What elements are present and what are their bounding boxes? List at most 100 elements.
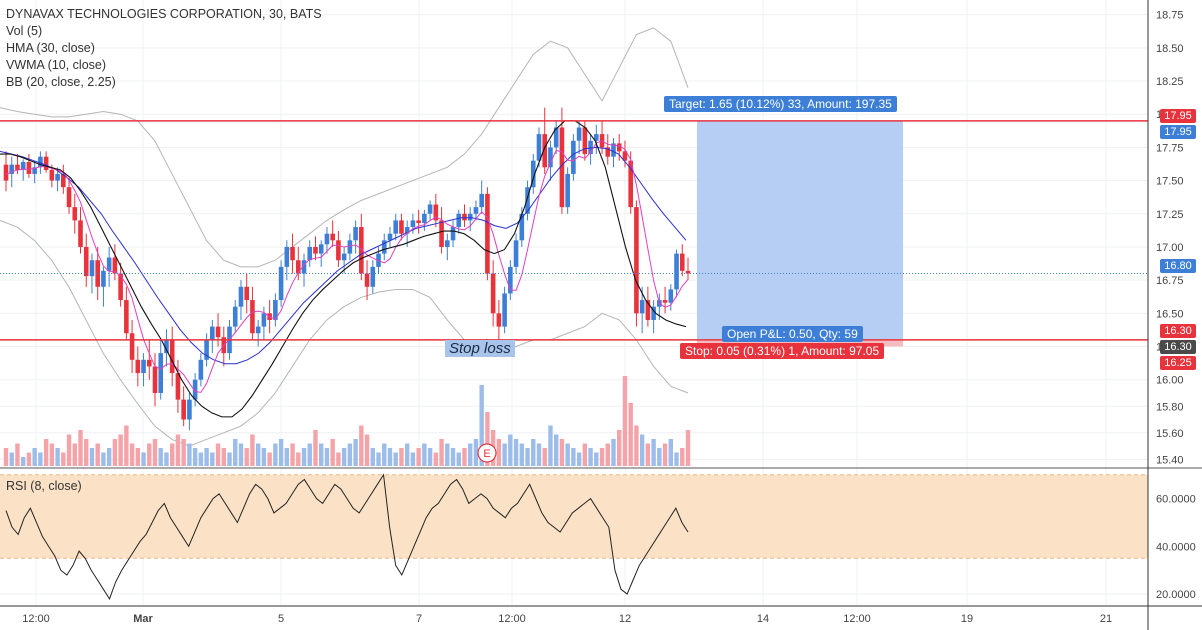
candle-body <box>634 207 639 314</box>
volume-bar <box>89 448 95 466</box>
candle-body <box>158 353 164 393</box>
time-tick-label: 21 <box>1100 613 1112 625</box>
price-tick-label: 15.40 <box>1156 454 1184 466</box>
volume-bar <box>422 443 427 466</box>
volume-bar <box>376 452 381 466</box>
volume-bar <box>198 452 204 466</box>
candle-body <box>307 246 313 261</box>
price-tag-stop-level: 16.25 <box>1160 356 1196 370</box>
candle-body <box>324 233 330 245</box>
candle-body <box>187 399 192 420</box>
candle-body <box>169 339 175 374</box>
price-tick-label: 17.50 <box>1156 176 1184 188</box>
volume-bar <box>3 448 9 466</box>
candle-body <box>639 300 645 314</box>
candle-body <box>210 326 215 340</box>
candle-body <box>175 373 181 400</box>
volume-bar <box>462 448 467 466</box>
volume-bar <box>66 434 72 466</box>
price-tag-last: 16.80 <box>1160 259 1196 273</box>
candle-body <box>129 333 135 360</box>
volume-bar <box>674 452 679 466</box>
candle-body <box>141 359 146 374</box>
candle-body <box>462 213 467 221</box>
volume-bar <box>84 439 89 466</box>
legend-title: DYNAVAX TECHNOLOGIES CORPORATION, 30, BA… <box>6 7 322 21</box>
stop-loss-note[interactable]: Stop loss <box>445 340 515 357</box>
candle-body <box>519 213 525 241</box>
rsi-panel <box>0 467 1202 600</box>
stop-label[interactable]: Stop: 0.05 (0.31%) 1, Amount: 97.05 <box>680 343 885 359</box>
volume-bar <box>427 448 433 466</box>
volume-bar <box>124 425 129 466</box>
candle-body <box>645 300 651 320</box>
candle-body <box>359 227 364 274</box>
target-label[interactable]: Target: 1.65 (10.12%) 33, Amount: 197.35 <box>664 96 897 112</box>
volume-bar <box>599 448 605 466</box>
candle-body <box>78 220 83 247</box>
candle-body <box>232 306 238 327</box>
volume-bar <box>433 452 439 466</box>
candle-body <box>124 300 129 334</box>
volume-bar <box>221 448 226 466</box>
vwma-blue-line <box>0 146 687 365</box>
price-tag-target-2: 17.95 <box>1160 125 1196 139</box>
volume-bar <box>141 452 146 466</box>
candle-body <box>55 173 60 181</box>
volume-bar <box>473 439 479 466</box>
volume-bar <box>95 443 100 466</box>
rsi-legend: RSI (8, close) <box>6 479 82 493</box>
candle-body <box>278 266 284 301</box>
candle-body <box>399 220 404 234</box>
volume-bar <box>496 439 502 466</box>
candle-body <box>553 127 559 148</box>
candle-body <box>668 289 674 303</box>
time-tick-label: 12:00 <box>843 613 871 625</box>
volume-bar <box>571 448 576 466</box>
volume-bar <box>382 443 387 466</box>
volume-bar <box>233 439 238 466</box>
price-tick-label: 18.75 <box>1156 10 1184 22</box>
volume-bar <box>404 443 410 466</box>
candle-body <box>571 140 576 174</box>
volume-bar <box>170 443 175 466</box>
rsi-line <box>5 473 689 600</box>
volume-bar <box>594 452 599 466</box>
candle-body <box>181 399 186 420</box>
candle-body <box>387 233 393 241</box>
time-tick-label: 12 <box>619 613 631 625</box>
volume-bar <box>267 452 272 466</box>
price-tick-label: 16.00 <box>1156 375 1184 387</box>
volume-bar <box>61 452 66 466</box>
volume-bar <box>502 443 507 466</box>
bb-upper-line <box>0 27 689 268</box>
volume-bar <box>508 434 513 466</box>
candle-body <box>576 127 582 141</box>
volume-bar <box>387 448 393 466</box>
price-tick-label: 18.25 <box>1156 76 1184 88</box>
candle-body <box>662 300 668 303</box>
candle-body <box>439 220 444 247</box>
volume-bar <box>20 457 26 466</box>
volume-bar <box>164 452 169 466</box>
candle-body <box>530 160 536 188</box>
candle-body <box>43 156 49 170</box>
volume-bar <box>38 452 43 466</box>
volume-bar <box>645 443 651 466</box>
volume-bar <box>485 412 490 466</box>
volume-bar <box>347 443 353 466</box>
volume-bar <box>525 448 530 466</box>
volume-bar <box>32 448 37 466</box>
candle-body <box>295 260 301 274</box>
volume-bar <box>43 439 49 466</box>
legend-hma: HMA (30, close) <box>6 41 95 55</box>
volume-bar <box>78 430 83 466</box>
candle-body <box>313 246 318 254</box>
volume-bar <box>359 425 364 466</box>
candle-body <box>336 240 341 261</box>
volume-bar <box>307 443 312 466</box>
open-pnl-label[interactable]: Open P&L: 0.50, Qty: 59 <box>722 326 863 342</box>
volume-bar <box>456 452 461 466</box>
